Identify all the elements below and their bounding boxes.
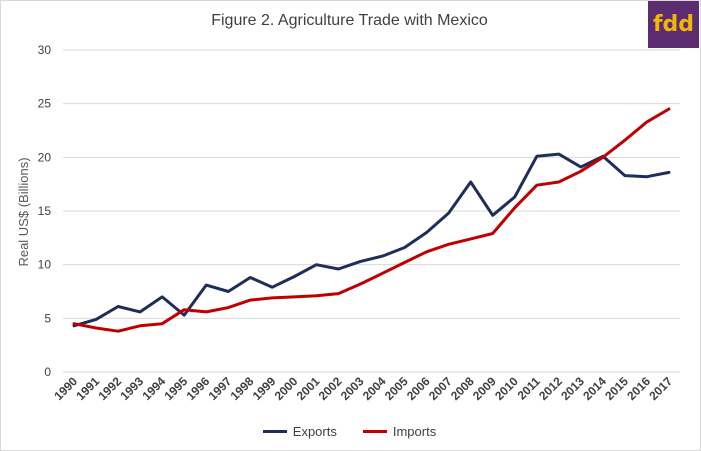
x-tick-label: 1999	[250, 374, 279, 403]
legend-swatch-imports	[362, 430, 387, 433]
x-tick-label: 2012	[536, 374, 565, 403]
legend-item-imports: Imports	[362, 424, 437, 439]
y-tick-label: 30	[38, 43, 52, 57]
x-tick-label: 1991	[73, 374, 102, 403]
chart-title: Figure 2. Agriculture Trade with Mexico	[211, 12, 488, 29]
x-tick-label: 2014	[580, 374, 609, 403]
series-line-imports	[72, 107, 671, 333]
x-tick-label: 1994	[140, 374, 169, 403]
legend-label-exports: Exports	[292, 424, 337, 439]
x-tick-label: 1990	[51, 374, 80, 403]
x-tick-label: 2016	[624, 374, 653, 403]
x-axis-ticks: 1990199119921993199419951996199719981999…	[51, 374, 675, 403]
x-tick-label: 1996	[184, 374, 213, 403]
x-tick-label: 1992	[95, 374, 124, 403]
x-tick-label: 2017	[646, 374, 675, 403]
legend-item-exports: Exports	[262, 424, 337, 439]
legend-swatch-exports	[262, 430, 287, 433]
y-axis-ticks: 0 5 10 15 20 25 30	[38, 43, 52, 379]
y-tick-label: 0	[44, 365, 51, 379]
x-tick-label: 1997	[206, 374, 235, 403]
x-tick-label: 2004	[360, 374, 389, 403]
x-tick-label: 2007	[426, 374, 455, 403]
legend-label-imports: Imports	[392, 424, 437, 439]
fdd-logo: fdd	[648, 1, 699, 48]
x-tick-label: 2005	[382, 374, 411, 403]
x-tick-label: 2006	[404, 374, 433, 403]
y-tick-label: 25	[38, 97, 52, 111]
y-tick-label: 10	[38, 258, 52, 272]
legend: Exports Imports	[0, 424, 699, 439]
x-tick-label: 2011	[515, 374, 544, 403]
y-tick-label: 5	[44, 311, 51, 325]
gridlines	[63, 49, 680, 373]
y-axis-label: Real US$ (Billions)	[16, 157, 31, 266]
x-tick-label: 2015	[602, 374, 631, 403]
x-tick-label: 2001	[294, 374, 323, 403]
x-tick-label: 2013	[558, 374, 587, 403]
y-tick-label: 20	[38, 150, 52, 164]
x-tick-label: 2002	[316, 374, 345, 403]
y-tick-label: 15	[38, 204, 52, 218]
x-tick-label: 2009	[470, 374, 499, 403]
x-tick-label: 2010	[492, 374, 521, 403]
x-tick-label: 1993	[117, 374, 146, 403]
x-tick-label: 2008	[448, 374, 477, 403]
series-lines	[72, 107, 671, 333]
x-tick-label: 1998	[228, 374, 257, 403]
x-tick-label: 2000	[272, 374, 301, 403]
x-tick-label: 1995	[162, 374, 191, 403]
x-tick-label: 2003	[338, 374, 367, 403]
series-line-exports	[72, 152, 671, 328]
